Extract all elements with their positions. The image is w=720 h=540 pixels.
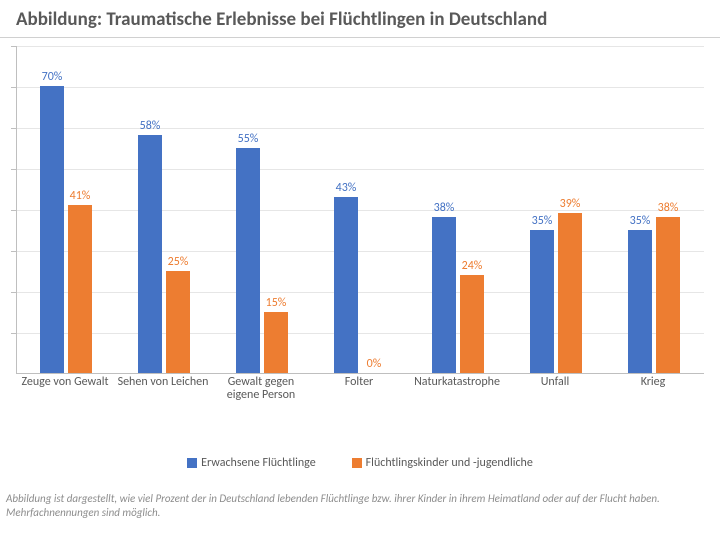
chart-area: 70% 41% 58% 25% 55% 15% 43% 0% 38% 24% 35% 39% 35% 38… <box>16 46 704 416</box>
bar-value-label: 35% <box>532 214 553 228</box>
x-axis-label: Naturkatastrophe <box>410 376 504 389</box>
bar-value-label: 24% <box>462 259 483 273</box>
y-tick <box>11 128 17 129</box>
gridline <box>17 251 704 252</box>
bar-value-label: 15% <box>266 296 287 310</box>
bar-value-label: 70% <box>42 70 63 84</box>
bar <box>236 148 260 374</box>
bar <box>460 275 484 373</box>
y-tick <box>11 333 17 334</box>
x-axis-label: Zeuge von Gewalt <box>18 376 112 389</box>
x-axis-label: Sehen von Leichen <box>116 376 210 389</box>
y-tick <box>11 46 17 47</box>
legend-item: Erwachsene Flüchtlinge <box>187 456 316 470</box>
gridline <box>17 210 704 211</box>
x-axis-label: Unfall <box>508 376 602 389</box>
bar <box>432 217 456 373</box>
x-axis-label: Krieg <box>606 376 700 389</box>
x-axis-label: Gewalt gegeneigene Person <box>214 376 308 402</box>
bar-value-label: 38% <box>434 201 455 215</box>
y-tick <box>11 87 17 88</box>
chart-plot: 70% 41% 58% 25% 55% 15% 43% 0% 38% 24% 35% 39% 35% 38… <box>16 46 704 374</box>
bar <box>334 197 358 373</box>
bar <box>40 86 64 373</box>
bar <box>530 230 554 374</box>
bar <box>68 205 92 373</box>
chart-caption: Abbildung ist dargestellt, wie viel Proz… <box>6 492 714 520</box>
bar-value-label: 43% <box>336 181 357 195</box>
bar-value-label: 58% <box>140 119 161 133</box>
gridline <box>17 333 704 334</box>
legend-swatch <box>187 458 197 468</box>
gridline <box>17 128 704 129</box>
gridline <box>17 87 704 88</box>
legend-item: Flüchtlingskinder und -jugendliche <box>352 456 533 470</box>
y-tick <box>11 292 17 293</box>
y-tick <box>11 169 17 170</box>
bar <box>558 213 582 373</box>
gridline <box>17 292 704 293</box>
y-tick <box>11 210 17 211</box>
bar-value-label: 25% <box>168 255 189 269</box>
legend-label: Erwachsene Flüchtlinge <box>201 456 316 470</box>
bar <box>264 312 288 374</box>
bar-value-label: 55% <box>238 132 259 146</box>
chart-legend: Erwachsene Flüchtlinge Flüchtlingskinder … <box>0 456 720 470</box>
bar <box>166 271 190 374</box>
bar <box>138 135 162 373</box>
gridline <box>17 169 704 170</box>
chart-title: Abbildung: Traumatische Erlebnisse bei F… <box>0 0 720 38</box>
x-axis-label: Folter <box>312 376 406 389</box>
y-tick <box>11 251 17 252</box>
bar-value-label: 41% <box>70 189 91 203</box>
legend-swatch <box>352 458 362 468</box>
bar <box>628 230 652 374</box>
bar-value-label: 39% <box>560 197 581 211</box>
bar-value-label: 0% <box>367 357 382 371</box>
bar-value-label: 38% <box>658 201 679 215</box>
bar-value-label: 35% <box>630 214 651 228</box>
gridline <box>17 46 704 47</box>
legend-label: Flüchtlingskinder und -jugendliche <box>366 456 533 470</box>
bar <box>656 217 680 373</box>
